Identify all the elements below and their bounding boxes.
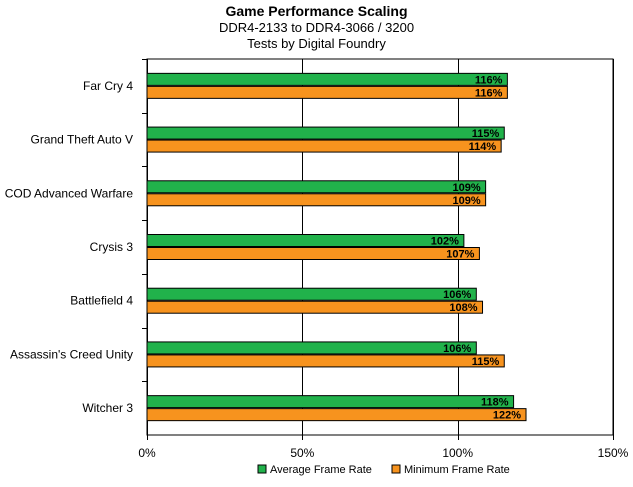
legend-swatch-average (257, 464, 267, 474)
bar-average-frame-rate (146, 287, 477, 301)
category-label: Battlefield 4 (70, 294, 133, 308)
data-label: 115% (472, 128, 500, 140)
data-label: 116% (475, 87, 503, 99)
category-label: COD Advanced Warfare (5, 186, 134, 200)
bar-minimum-frame-rate (146, 139, 502, 153)
data-label: 109% (452, 195, 480, 207)
bar-average-frame-rate (146, 234, 465, 247)
x-tick-label: 100% (442, 446, 473, 460)
data-label: 107% (446, 249, 474, 261)
x-tick-label: 50% (290, 446, 314, 460)
category-label: Far Cry 4 (83, 79, 133, 93)
bar-average-frame-rate (146, 180, 487, 194)
data-label: 102% (431, 236, 459, 248)
data-label: 114% (469, 141, 497, 153)
bar-minimum-frame-rate (146, 85, 508, 99)
x-tick-label: 150% (598, 446, 629, 460)
category-label: Grand Theft Auto V (30, 133, 133, 147)
chart-subtitle-line-2: Tests by Digital Foundry (247, 36, 386, 51)
bar-minimum-frame-rate (146, 408, 527, 422)
bar-minimum-frame-rate (146, 354, 505, 368)
data-label: 122% (493, 410, 521, 422)
category-label: Crysis 3 (90, 240, 134, 254)
category-label: Witcher 3 (82, 401, 133, 415)
data-label: 118% (481, 397, 509, 409)
chart-title: Game Performance Scaling (225, 3, 408, 19)
legend-label-minimum: Minimum Frame Rate (404, 464, 510, 476)
chart-subtitle-line-1: DDR4-2133 to DDR4-3066 / 3200 (218, 20, 415, 35)
data-label: 116% (475, 74, 503, 86)
data-label: 109% (452, 182, 480, 194)
x-tick-label: 0% (138, 446, 156, 460)
data-label: 108% (449, 302, 477, 314)
bar-minimum-frame-rate (146, 247, 480, 260)
legend-swatch-minimum (391, 464, 401, 474)
bar-average-frame-rate (146, 72, 508, 86)
legend-label-average: Average Frame Rate (270, 464, 372, 476)
bar-average-frame-rate (146, 395, 515, 409)
category-label: Assassin's Creed Unity (10, 347, 133, 361)
bar-average-frame-rate (146, 126, 505, 140)
data-label: 106% (443, 343, 471, 355)
bar-average-frame-rate (146, 341, 477, 355)
data-label: 106% (443, 289, 471, 301)
bar-minimum-frame-rate (146, 300, 484, 314)
data-label: 115% (472, 356, 500, 368)
bar-minimum-frame-rate (146, 193, 487, 207)
